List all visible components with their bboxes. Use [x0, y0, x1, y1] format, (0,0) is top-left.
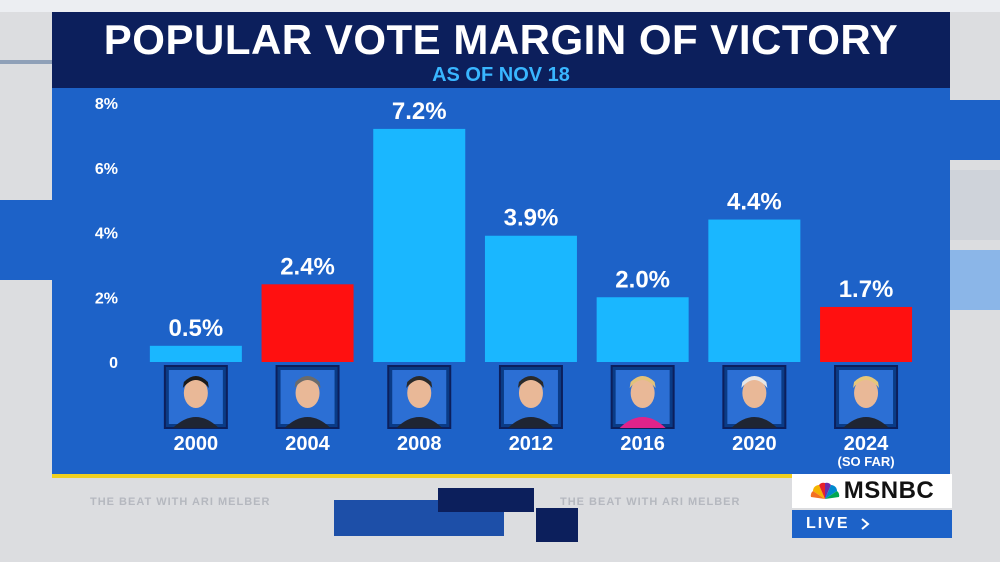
barack-obama-portrait-icon — [498, 365, 563, 429]
bar — [149, 345, 242, 362]
ticker-text: THE BEAT WITH ARI MELBER — [560, 496, 741, 508]
bar — [596, 297, 689, 362]
ticker-text: THE BEAT WITH ARI MELBER — [90, 496, 271, 508]
background-stripe — [950, 100, 1000, 160]
lower-third-block — [438, 488, 534, 512]
y-tick-label: 6% — [95, 161, 118, 178]
background-stripe — [0, 200, 52, 280]
title-bar: POPULAR VOTE MARGIN OF VICTORY AS OF NOV… — [52, 12, 950, 88]
data-label: 0.5% — [168, 315, 223, 342]
lower-third-block — [536, 508, 578, 542]
chart-title: POPULAR VOTE MARGIN OF VICTORY — [103, 16, 899, 63]
category-label: 2000 — [174, 433, 219, 455]
bar — [820, 306, 913, 362]
data-label: 7.2% — [392, 98, 447, 125]
network-logo: MSNBC — [792, 474, 952, 508]
y-tick-label: 0 — [109, 355, 118, 372]
category-label: 2012 — [509, 433, 554, 455]
category-label: 2004 — [285, 433, 330, 455]
live-badge: LIVE — [792, 510, 952, 538]
bar — [261, 284, 354, 362]
y-tick-label: 4% — [95, 226, 118, 243]
data-label: 2.0% — [615, 266, 670, 293]
chart-subtitle: AS OF NOV 18 — [432, 64, 570, 86]
joe-biden-portrait-icon — [722, 365, 787, 429]
george-w-bush-portrait-icon — [275, 365, 340, 429]
bar — [373, 128, 466, 362]
peacock-icon — [810, 482, 839, 499]
data-label: 1.7% — [839, 276, 894, 303]
bar-chart: 0 2% 4% 6% 8% 0.5% 2000 2.4% 2004 7.2% 2008 3.9% 201… — [95, 96, 913, 469]
chart-panel: 0 2% 4% 6% 8% 0.5% 2000 2.4% 2004 7.2% 2008 3.9% 201… — [52, 88, 950, 476]
network-name: MSNBC — [843, 477, 935, 504]
data-label: 2.4% — [280, 253, 335, 280]
hillary-clinton-portrait-icon — [610, 365, 675, 429]
background-stripe — [950, 250, 1000, 310]
data-label: 3.9% — [504, 205, 559, 232]
category-label: 2016 — [620, 433, 665, 455]
y-tick-label: 8% — [95, 96, 118, 113]
al-gore-portrait-icon — [163, 365, 228, 429]
category-label: 2020 — [732, 433, 777, 455]
bar — [708, 219, 801, 362]
category-label: 2008 — [397, 433, 442, 455]
data-label: 4.4% — [727, 189, 782, 216]
barack-obama-portrait-icon — [387, 365, 452, 429]
bar — [484, 235, 577, 362]
live-label: LIVE — [806, 515, 850, 532]
category-note: (SO FAR) — [838, 454, 895, 469]
y-tick-label: 2% — [95, 290, 118, 307]
donald-trump-portrait-icon — [834, 365, 899, 429]
background-stripe — [950, 170, 1000, 240]
chevron-right-icon — [861, 518, 870, 530]
background-stripe — [0, 60, 52, 64]
chart-footer-rule — [52, 474, 950, 478]
category-label: 2024 — [844, 433, 889, 455]
background-stripe — [0, 0, 1000, 12]
